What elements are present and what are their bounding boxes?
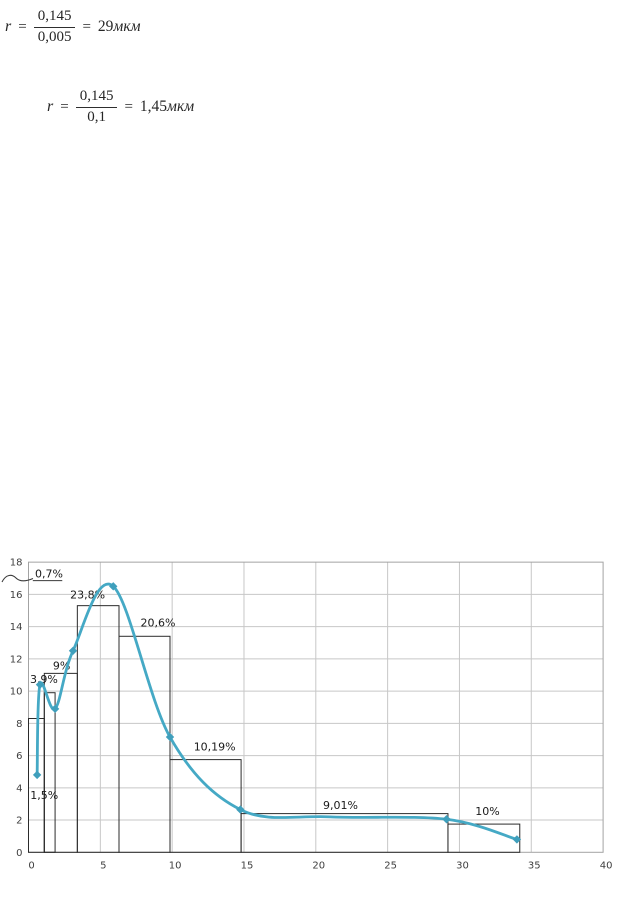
x-tick-label: 20 — [312, 860, 325, 871]
bar-label: 10,19% — [194, 741, 236, 754]
x-tick-label: 5 — [100, 860, 106, 871]
x-tick-label: 25 — [384, 860, 397, 871]
formula-result: 1,45мкм — [140, 98, 194, 116]
bar-label: 20,6% — [141, 617, 176, 630]
equals-sign: = — [124, 98, 133, 115]
bar-label: 10% — [475, 805, 499, 818]
equals-sign: = — [60, 98, 69, 115]
y-tick-label: 6 — [16, 751, 22, 762]
formula-result: 29мкм — [98, 18, 141, 36]
x-tick-label: 0 — [28, 860, 34, 871]
histogram-bar — [118, 635, 171, 853]
distribution-curve — [35, 582, 519, 841]
x-tick-label: 40 — [600, 860, 613, 871]
histogram-bar — [240, 813, 449, 853]
y-tick-label: 18 — [10, 558, 23, 569]
curve-marker — [512, 835, 522, 844]
formula-radius-1: r = 0,145 0,005 = 29мкм — [5, 8, 140, 46]
y-tick-label: 8 — [16, 719, 22, 730]
curve-marker — [32, 770, 42, 780]
y-tick-label: 10 — [10, 687, 23, 698]
result-unit: мкм — [113, 18, 141, 36]
equals-sign: = — [18, 18, 27, 35]
distribution-chart-svg: 1,5%3,9%9%23,8%20,6%10,19%9,01% 10%0,7%02… — [1, 558, 613, 871]
curve-marker — [442, 815, 451, 824]
y-tick-label: 12 — [10, 654, 23, 665]
annotation-label: 0,7% — [35, 567, 63, 580]
y-tick-label: 2 — [16, 816, 22, 827]
y-tick-label: 0 — [16, 848, 22, 859]
curve-marker — [68, 646, 78, 655]
fraction-numerator: 0,145 — [33, 8, 76, 28]
bar-label: 9,01% — [323, 799, 358, 812]
formula-variable: r — [5, 18, 12, 36]
bar-label: 23,8% — [70, 588, 105, 601]
x-tick-label: 15 — [241, 860, 254, 871]
formula-variable: r — [47, 98, 54, 116]
fraction-denominator: 0,005 — [37, 28, 72, 45]
histogram-bar — [169, 759, 242, 853]
result-value: 1,45 — [139, 98, 168, 116]
x-tick-label: 30 — [456, 860, 469, 871]
x-tick-label: 10 — [169, 860, 182, 871]
fraction-denominator: 0,1 — [87, 108, 106, 125]
bar-label: 1,5% — [30, 789, 58, 802]
y-tick-label: 14 — [10, 622, 23, 633]
result-value: 29 — [97, 18, 114, 36]
x-tick-label: 35 — [528, 860, 541, 871]
y-tick-label: 16 — [10, 590, 23, 601]
histogram-bar — [43, 692, 56, 853]
result-unit: мкм — [167, 98, 195, 116]
bar-label: 3,9% — [30, 673, 58, 686]
y-tick-label: 4 — [16, 783, 22, 794]
formula-radius-2: r = 0,145 0,1 = 1,45мкм — [47, 88, 194, 126]
equals-sign: = — [82, 18, 91, 35]
fraction: 0,145 0,1 — [75, 88, 118, 126]
annotation-squiggle — [1, 574, 34, 583]
fraction-numerator: 0,145 — [75, 88, 118, 108]
fraction: 0,145 0,005 — [33, 8, 76, 46]
particle-size-distribution-chart: 1,5% 3,9% 9% 23,8% 20,6% 10,19% 9,01% 10% 0,7% 0 2… — [0, 545, 623, 897]
histogram-bar — [76, 605, 120, 853]
